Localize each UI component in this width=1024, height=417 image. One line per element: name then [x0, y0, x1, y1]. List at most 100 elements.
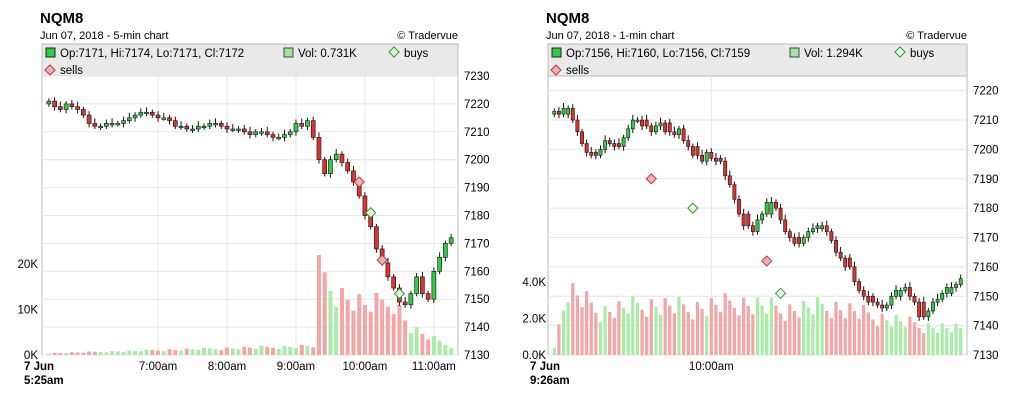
candle-body — [760, 213, 765, 221]
volume-bar — [959, 328, 963, 355]
volume-bar — [202, 347, 207, 355]
volume-bar — [635, 302, 640, 355]
chart-panel-1: NQM8 Jun 07, 2018 - 5-min chart © Tradervu… — [18, 10, 490, 387]
candle-body — [161, 117, 167, 120]
candle-body — [345, 162, 351, 172]
volume-bar — [621, 307, 626, 355]
candle-body — [414, 276, 419, 294]
volume-bar — [672, 313, 676, 355]
price-tick-label: 7150 — [464, 294, 490, 306]
candle-body — [552, 110, 557, 115]
candle-body — [333, 153, 339, 160]
candle-body — [299, 123, 305, 127]
candle-body — [86, 114, 92, 124]
volume-bar — [449, 348, 454, 355]
volume-bar — [282, 345, 287, 355]
candle-body — [339, 153, 345, 163]
volume-bar — [127, 350, 132, 355]
candle-body — [649, 125, 654, 133]
legend-buys: buys — [910, 48, 935, 60]
volume-bar — [737, 315, 741, 355]
volume-bar — [769, 297, 773, 355]
volume-bar — [156, 350, 161, 355]
volume-bar — [75, 352, 80, 355]
candle-body — [270, 134, 276, 138]
volume-bar — [880, 313, 884, 355]
volume-bar — [894, 315, 898, 355]
candle-body — [230, 128, 236, 131]
volume-bar — [617, 301, 621, 355]
volume-bar — [368, 311, 373, 355]
volume-bar — [322, 272, 327, 355]
volume-bar — [875, 326, 880, 355]
candle-body — [857, 281, 862, 291]
volume-bar — [917, 327, 921, 355]
volume-bar — [899, 321, 903, 355]
volume-tick-label: 4.0K — [522, 277, 546, 289]
candle-body — [575, 119, 580, 133]
candle-body — [607, 140, 612, 144]
volume-bar — [403, 320, 408, 355]
candle-body — [755, 219, 760, 232]
volume-bar — [408, 333, 413, 355]
candle-body — [889, 295, 894, 306]
volume-bar — [862, 305, 866, 355]
candle-body — [810, 228, 815, 232]
volume-bar — [866, 312, 870, 355]
legend-buy-diamond-icon — [894, 46, 906, 58]
candle-body — [746, 213, 751, 227]
candle-body — [190, 128, 195, 131]
volume-bar — [765, 313, 769, 355]
volume-bar — [351, 310, 356, 355]
candle-body — [797, 237, 801, 244]
volume-bar — [420, 333, 425, 355]
volume-bar — [362, 305, 367, 355]
volume-bar — [654, 307, 658, 355]
volume-bar — [802, 300, 806, 355]
candle-body — [737, 199, 741, 215]
volume-bar — [603, 305, 607, 355]
volume-bar — [236, 349, 241, 355]
candle-body — [201, 125, 207, 129]
candle-body — [184, 125, 190, 130]
candle-body — [287, 131, 293, 135]
volume-bar — [829, 318, 834, 355]
volume-bar — [839, 310, 843, 355]
candle-body — [663, 122, 668, 133]
candle-body — [690, 146, 695, 156]
candle-body — [351, 170, 356, 183]
candle-body — [46, 100, 52, 105]
legend-sells: sells — [60, 65, 83, 77]
price-tick-label: 7230 — [464, 71, 490, 83]
volume-bar — [774, 305, 778, 355]
volume-bar — [46, 353, 51, 355]
candle-body — [806, 231, 811, 238]
candle-body — [218, 123, 224, 127]
volume-bar — [98, 352, 103, 355]
time-tick-label: 7:00am — [139, 361, 177, 373]
price-tick-label: 7190 — [973, 174, 999, 186]
volume-bar — [820, 303, 824, 355]
volume-bar — [334, 307, 339, 355]
volume-bar — [797, 317, 801, 355]
candle-body — [92, 123, 98, 127]
time-tick-label: 9:00am — [277, 361, 315, 373]
price-tick-label: 7150 — [973, 291, 999, 303]
legend-ohlc: Op:7156, Hi:7160, Lo:7156, Cl:7159 — [566, 48, 750, 60]
volume-bar — [788, 304, 792, 355]
volume-bar — [571, 282, 575, 355]
volume-tick-label: 10K — [18, 305, 39, 317]
candle-body — [704, 152, 709, 162]
volume-bar — [150, 350, 155, 355]
candle-body — [115, 123, 121, 126]
candle-body — [448, 237, 454, 244]
volume-bar — [230, 348, 235, 355]
price-tick-label: 7130 — [973, 350, 999, 362]
volume-bar — [431, 335, 436, 355]
chart-subtitle: Jun 07, 2018 - 5-min chart — [40, 30, 168, 42]
sell-marker — [353, 176, 365, 188]
candle-body — [875, 301, 880, 306]
candle-body — [700, 154, 705, 162]
volume-bar — [575, 295, 580, 355]
volume-bar — [133, 350, 138, 355]
